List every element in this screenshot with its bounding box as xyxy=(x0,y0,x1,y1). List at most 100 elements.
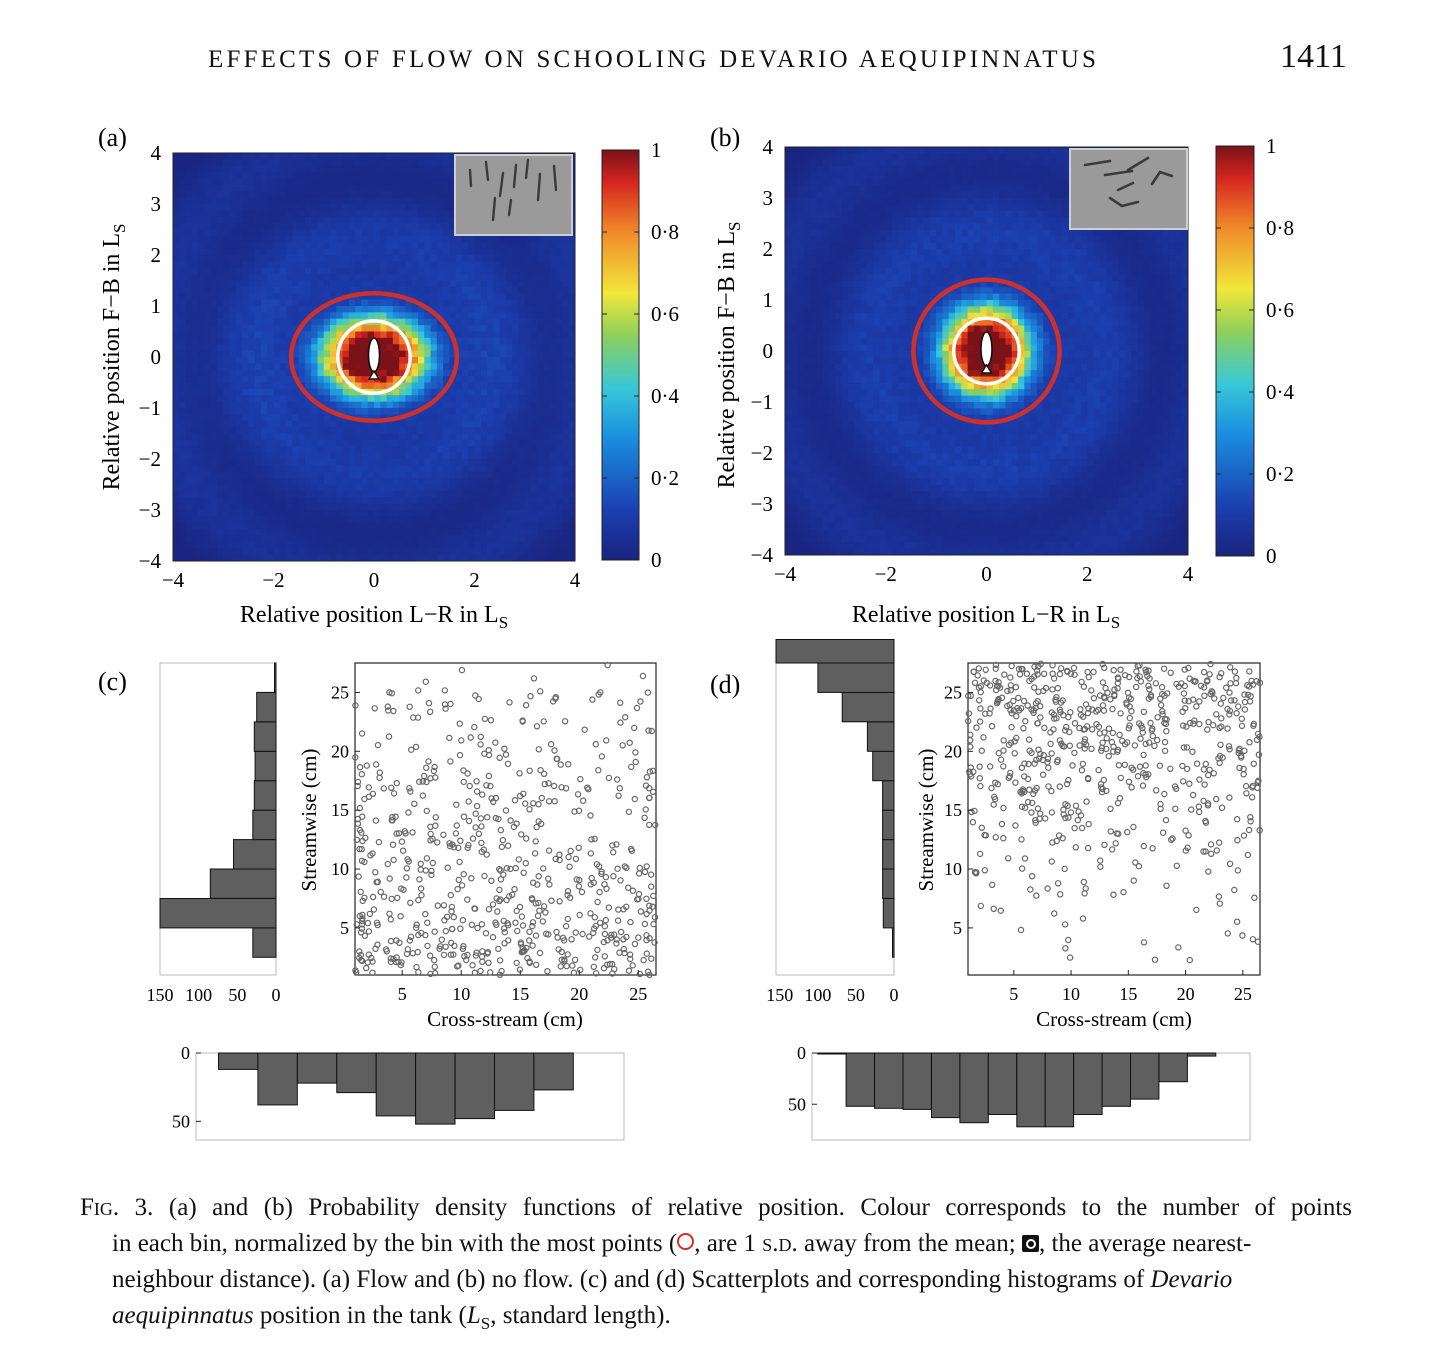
heatmap-cell xyxy=(348,490,356,498)
heatmap-cell xyxy=(185,153,193,160)
heatmap-cell xyxy=(449,414,457,422)
heatmap-cell xyxy=(286,548,293,556)
heatmap-cell xyxy=(386,554,394,562)
heatmap-cell xyxy=(816,261,824,269)
heatmap-cell xyxy=(235,306,243,313)
heatmap-cell xyxy=(822,249,830,256)
heatmap-cell xyxy=(443,178,450,186)
heatmap-cell xyxy=(216,293,224,301)
heatmap-cell xyxy=(235,210,243,218)
heatmap-cell xyxy=(248,255,256,262)
heatmap-cell xyxy=(380,529,387,536)
heatmap-cell xyxy=(455,267,463,275)
heatmap-cell xyxy=(286,439,293,447)
heatmap-cell xyxy=(330,465,337,473)
heatmap-cell xyxy=(854,376,861,384)
heatmap-cell xyxy=(185,459,193,466)
heatmap-cell xyxy=(461,471,469,479)
heatmap-cell xyxy=(449,344,457,352)
heatmap-cell xyxy=(304,427,312,434)
heatmap-cell xyxy=(330,350,337,358)
heatmap-cell xyxy=(374,172,381,179)
heatmap-cell xyxy=(185,216,193,224)
heatmap-cell xyxy=(430,255,438,262)
heatmap-cell xyxy=(449,267,457,275)
heatmap-cell xyxy=(474,554,482,562)
heatmap-cell xyxy=(562,388,570,396)
heatmap-cell xyxy=(430,452,438,460)
heatmap-cell xyxy=(248,210,256,218)
heatmap-cell xyxy=(543,420,551,428)
heatmap-cell xyxy=(279,535,287,543)
heatmap-cell xyxy=(380,178,387,186)
heatmap-cell xyxy=(854,548,861,556)
heatmap-cell xyxy=(235,420,243,428)
heatmap-cell xyxy=(323,325,331,332)
heatmap-cell xyxy=(474,357,482,364)
heatmap-cell xyxy=(392,376,400,383)
heatmap-cell xyxy=(279,318,287,326)
heatmap-cell xyxy=(286,510,293,517)
heatmap-cell xyxy=(803,319,811,326)
heatmap-cell xyxy=(342,172,350,179)
heatmap-cell xyxy=(468,490,475,498)
heatmap-cell xyxy=(286,452,293,460)
heatmap-cell xyxy=(436,369,444,377)
heatmap-cell xyxy=(785,370,792,377)
heatmap-b-cells xyxy=(785,147,1189,556)
heatmap-cell xyxy=(248,248,256,256)
heatmap-cell xyxy=(847,497,855,505)
heatmap-cell xyxy=(841,433,849,441)
heatmap-cell xyxy=(461,439,469,447)
heatmap-cell xyxy=(191,274,199,281)
heatmap-cell xyxy=(854,223,861,231)
heatmap-cell xyxy=(235,191,243,199)
heatmap-cell xyxy=(568,312,576,320)
colorbar-tick-label: 0·6 xyxy=(651,302,679,326)
heatmap-cell xyxy=(411,216,419,224)
heatmap-cell xyxy=(279,312,287,320)
heatmap-cell xyxy=(374,235,381,243)
heatmap-cell xyxy=(304,191,312,199)
heatmap-cell xyxy=(204,267,212,275)
heatmap-cell xyxy=(543,427,551,434)
heatmap-cell xyxy=(562,312,570,320)
heatmap-cell xyxy=(260,548,268,556)
heatmap-cell xyxy=(455,255,463,262)
heatmap-cell xyxy=(330,357,337,364)
heatmap-cell xyxy=(248,229,256,237)
heatmap-cell xyxy=(242,529,249,536)
heatmap-cell xyxy=(361,344,369,352)
heatmap-cell xyxy=(449,484,457,492)
heatmap-cell xyxy=(854,287,861,295)
heatmap-cell xyxy=(549,541,557,549)
heatmap-cell xyxy=(785,172,792,180)
heatmap-cell xyxy=(336,388,343,396)
heatmap-cell xyxy=(803,185,811,193)
heatmap-cell xyxy=(179,420,186,428)
heatmap-cell xyxy=(279,433,287,441)
heatmap-cell xyxy=(229,210,237,218)
heatmap-cell xyxy=(386,318,394,326)
heatmap-cell xyxy=(443,223,450,230)
heatmap-cell xyxy=(449,216,457,224)
heatmap-cell xyxy=(242,178,249,186)
heatmap-cell xyxy=(173,223,180,230)
heatmap-cell xyxy=(810,280,817,288)
heatmap-cell xyxy=(286,541,293,549)
heatmap-cell xyxy=(791,484,798,492)
heatmap-cell xyxy=(248,286,256,294)
heatmap-cell xyxy=(317,159,325,167)
heatmap-cell xyxy=(841,153,849,161)
heatmap-cell xyxy=(304,178,312,186)
heatmap-cell xyxy=(568,446,576,454)
heatmap-cell xyxy=(860,389,868,397)
heatmap-cell xyxy=(229,478,237,485)
heatmap-cell xyxy=(461,299,469,307)
heatmap-cell xyxy=(835,395,843,403)
heatmap-cell xyxy=(531,484,538,492)
heatmap-cell xyxy=(449,286,457,294)
heatmap-cell xyxy=(455,242,463,250)
heatmap-cell xyxy=(493,293,501,301)
heatmap-cell xyxy=(374,452,381,460)
